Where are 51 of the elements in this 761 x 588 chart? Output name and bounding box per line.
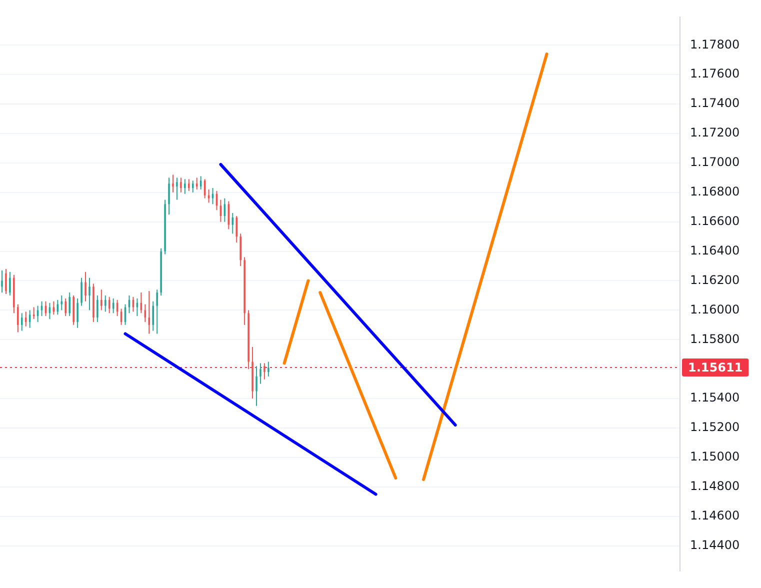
candlestick [192, 180, 194, 193]
candlestick [5, 268, 7, 294]
candlestick [188, 178, 190, 192]
ref-line-label: 1.15611 [688, 360, 743, 375]
candlestick [80, 277, 82, 306]
candlestick [172, 174, 174, 193]
y-tick-label: 1.15800 [690, 332, 740, 346]
candlestick [268, 361, 270, 377]
y-tick-label: 1.14400 [690, 538, 740, 552]
candlestick [76, 298, 78, 328]
y-tick-label: 1.16800 [690, 184, 740, 199]
candlestick [156, 289, 158, 334]
y-tick-label: 1.16200 [690, 272, 740, 287]
y-tick-label: 1.15200 [690, 420, 740, 434]
candlestick [64, 298, 67, 317]
candlestick [100, 289, 102, 311]
candlestick [184, 178, 186, 194]
candlestick [168, 177, 170, 215]
candlestick [264, 362, 266, 380]
y-tick-label: 1.16400 [690, 243, 740, 258]
candlestick [152, 300, 154, 332]
candlestick [84, 271, 86, 302]
y-tick-label: 1.15400 [690, 390, 740, 405]
candlestick [180, 177, 182, 193]
y-tick-label: 1.15000 [690, 450, 740, 464]
candlestick [236, 215, 238, 243]
candlestick [108, 296, 110, 314]
candlestick [1, 270, 3, 294]
y-tick-label: 1.17000 [690, 155, 740, 170]
candlestick [20, 312, 23, 332]
candlestick [260, 362, 262, 384]
y-tick-label: 1.16600 [690, 214, 740, 228]
y-tick-label: 1.17200 [690, 126, 740, 140]
candlestick [88, 277, 90, 311]
candlestick [60, 294, 63, 311]
y-tick-label: 1.14800 [690, 479, 740, 493]
y-tick-label: 1.14600 [690, 508, 740, 522]
candlestick [256, 366, 258, 406]
y-tick-label: 1.17400 [690, 96, 740, 110]
candlestick [176, 177, 178, 200]
candlestick [9, 271, 11, 296]
candlestick [240, 233, 242, 267]
candlestick [104, 294, 106, 312]
candlestick [17, 304, 19, 333]
y-tick-label: 1.16000 [690, 302, 740, 316]
candlestick [232, 212, 234, 234]
candlestick [148, 290, 150, 334]
candlestick [68, 292, 70, 317]
y-tick-label: 1.17800 [690, 37, 740, 52]
candlestick [96, 294, 98, 322]
y-tick-label: 1.17600 [690, 66, 740, 81]
